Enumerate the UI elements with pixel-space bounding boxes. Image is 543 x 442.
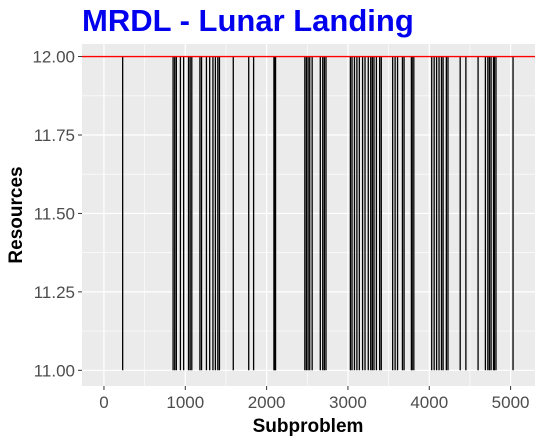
- y-tick-label: 11.50: [34, 204, 75, 223]
- x-tick-label: 4000: [410, 393, 448, 412]
- x-axis-ticks: 0 1000 2000 3000 4000 5000: [99, 386, 530, 412]
- x-tick-label: 0: [99, 393, 108, 412]
- y-tick-label: 11.75: [34, 126, 75, 145]
- y-axis-ticks: 11.00 11.25 11.50 11.75 12.00: [32, 48, 82, 380]
- x-tick-label: 2000: [248, 393, 286, 412]
- y-tick-label: 11.00: [34, 361, 75, 380]
- bars: [122, 56, 514, 371]
- x-tick-label: 1000: [166, 393, 204, 412]
- x-tick-label: 3000: [329, 393, 367, 412]
- x-axis-label: Subproblem: [253, 416, 364, 437]
- y-tick-label: 12.00: [32, 48, 75, 67]
- chart-title: MRDL - Lunar Landing: [82, 3, 414, 38]
- y-axis-label: Resources: [6, 166, 27, 263]
- x-tick-label: 5000: [492, 393, 530, 412]
- y-tick-label: 11.25: [34, 283, 75, 302]
